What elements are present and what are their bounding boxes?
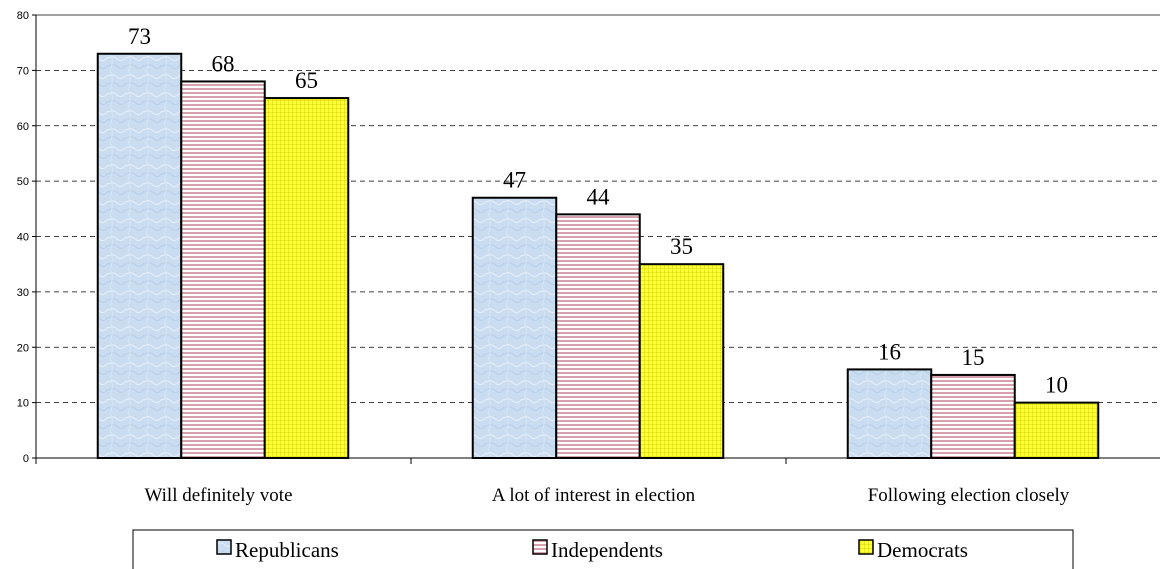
bar-independents (930, 373, 1016, 459)
bar-democrats (638, 263, 725, 459)
data-label: 16 (878, 339, 901, 364)
legend-swatch-republicans (216, 539, 232, 555)
bar-democrats (1013, 401, 1100, 459)
y-tick-label: 50 (17, 176, 29, 188)
y-tick-label: 70 (17, 65, 29, 77)
y-tick-label: 10 (17, 398, 29, 410)
data-label: 10 (1045, 373, 1068, 398)
y-axis: 0 10 20 30 40 50 60 70 80 (17, 10, 37, 465)
legend-item-democrats: Democrats (858, 538, 968, 562)
y-tick-label: 40 (17, 232, 29, 244)
y-tick-label: 80 (17, 10, 29, 22)
legend-label-democrats: Democrats (877, 538, 968, 562)
bar-democrats (263, 97, 350, 459)
y-tick-label: 30 (17, 287, 29, 299)
data-label: 15 (962, 345, 985, 370)
bar-independents (555, 213, 641, 459)
category-label: Following election closely (868, 485, 1070, 506)
y-tick-label: 0 (23, 453, 29, 465)
bar-republicans (96, 52, 183, 459)
bar-republicans (471, 196, 558, 460)
data-labels: 73 68 65 47 44 35 16 15 10 (128, 24, 1068, 398)
legend-item-independents: Independents (532, 538, 663, 562)
legend: Republicans Independents Democrats (132, 529, 1074, 569)
data-label: 35 (670, 234, 693, 259)
y-tick-label: 60 (17, 121, 29, 133)
data-label: 73 (128, 24, 151, 49)
data-label: 44 (587, 184, 611, 209)
legend-swatch-independents (532, 539, 548, 555)
legend-label-republicans: Republicans (235, 538, 339, 562)
bar-independents (180, 80, 266, 459)
legend-item-republicans: Republicans (216, 538, 339, 562)
y-tick-label: 20 (17, 342, 29, 354)
category-label: Will definitely vote (144, 485, 292, 506)
bars (96, 52, 1100, 460)
category-label: A lot of interest in election (492, 485, 696, 506)
data-label: 47 (503, 168, 526, 193)
category-labels: Will definitely vote A lot of interest in… (144, 485, 1069, 506)
data-label: 65 (295, 68, 318, 93)
legend-box (132, 529, 1074, 569)
legend-swatch-democrats (858, 539, 874, 555)
bar-republicans (846, 368, 933, 459)
legend-label-independents: Independents (551, 538, 663, 562)
data-label: 68 (212, 51, 235, 76)
